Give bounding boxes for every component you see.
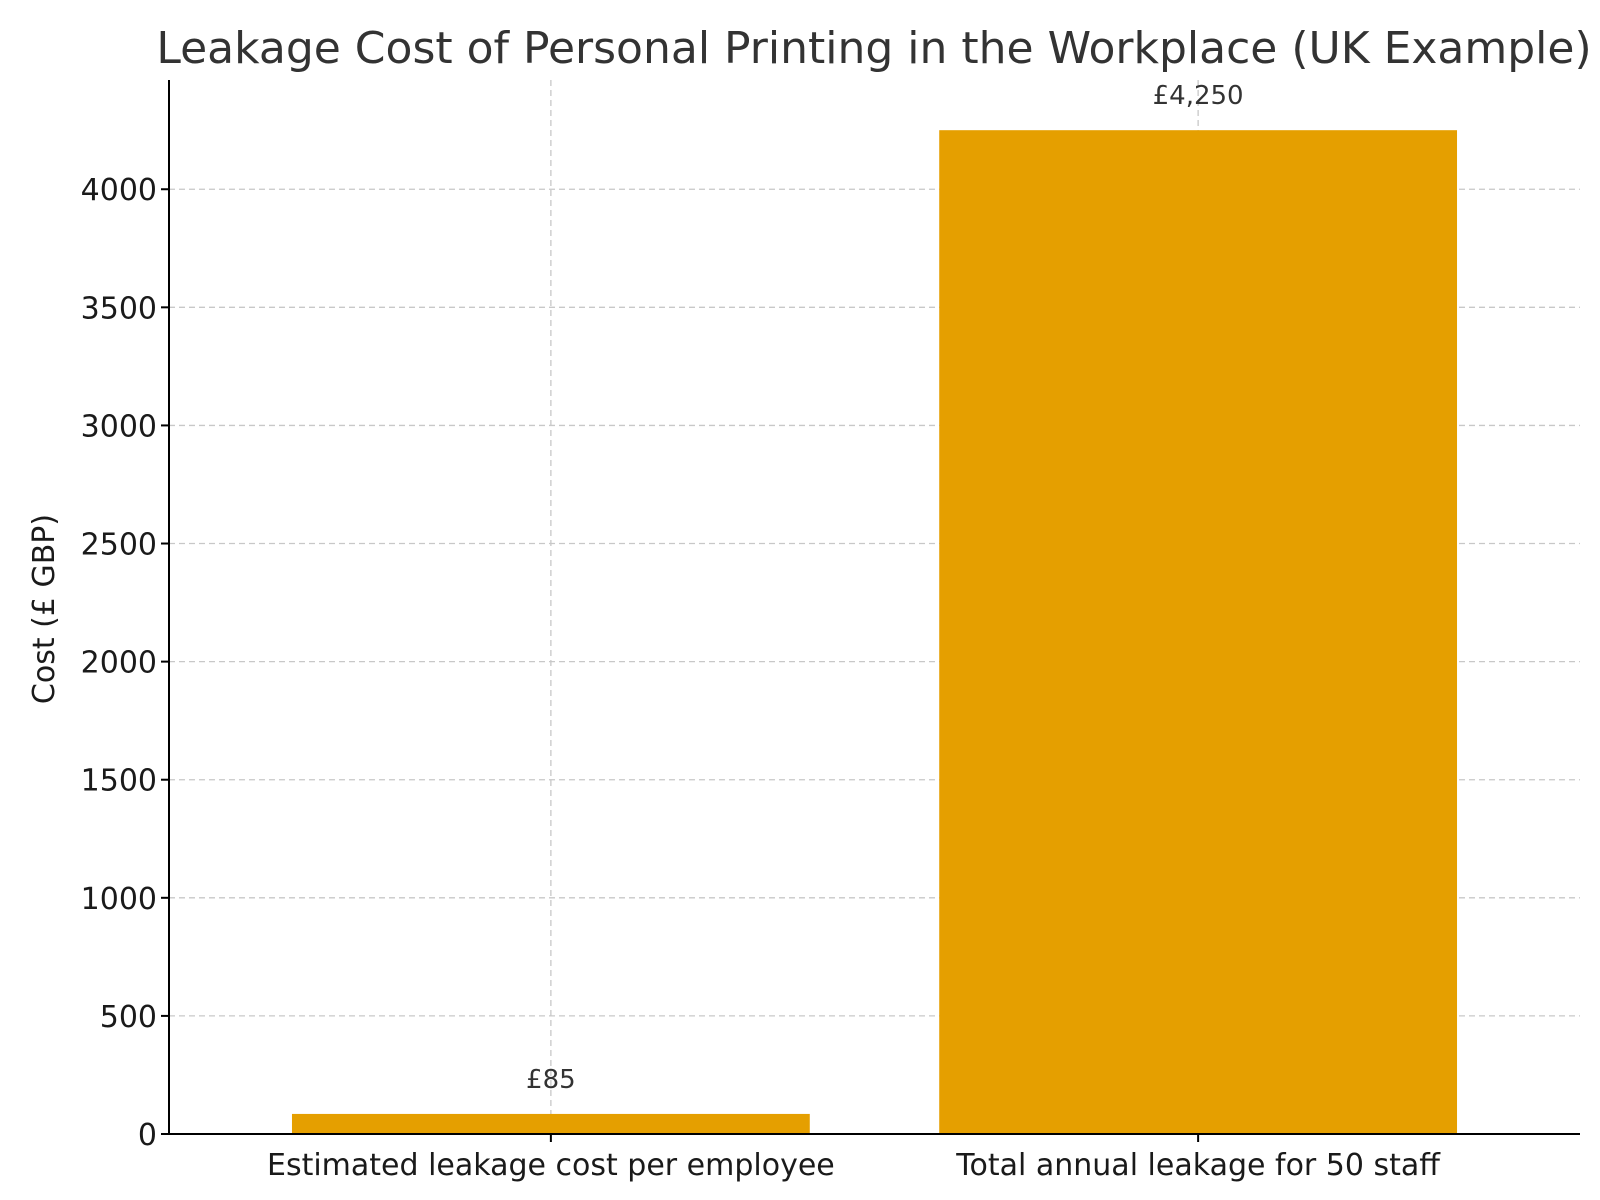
- y-tick-label: 500: [100, 1000, 157, 1035]
- bars: [291, 130, 1458, 1134]
- y-tick-label: 4000: [81, 173, 157, 208]
- y-tick-label: 1500: [81, 764, 157, 799]
- bar-value-label: £85: [526, 1065, 576, 1095]
- y-tick-label: 2000: [81, 646, 157, 681]
- bar: [291, 1113, 810, 1134]
- bar-value-label: £4,250: [1153, 81, 1244, 111]
- y-ticks: 0 500 1000 1500 2000 2500 3000 3500 4000: [81, 173, 169, 1153]
- data-labels: £85 £4,250: [526, 81, 1244, 1095]
- y-tick-label: 3500: [81, 291, 157, 326]
- x-tick-label: Estimated leakage cost per employee: [267, 1148, 835, 1183]
- y-tick-label: 0: [138, 1118, 157, 1153]
- chart-title: Leakage Cost of Personal Printing in the…: [156, 23, 1591, 74]
- x-tick-label: Total annual leakage for 50 staff: [955, 1148, 1441, 1183]
- bar: [939, 130, 1458, 1134]
- y-axis-label: Cost (£ GBP): [27, 514, 62, 704]
- y-tick-label: 1000: [81, 882, 157, 917]
- x-ticks: Estimated leakage cost per employee Total…: [267, 1134, 1441, 1183]
- axes: [168, 80, 1580, 1135]
- y-tick-label: 3000: [81, 409, 157, 444]
- y-tick-label: 2500: [81, 528, 157, 563]
